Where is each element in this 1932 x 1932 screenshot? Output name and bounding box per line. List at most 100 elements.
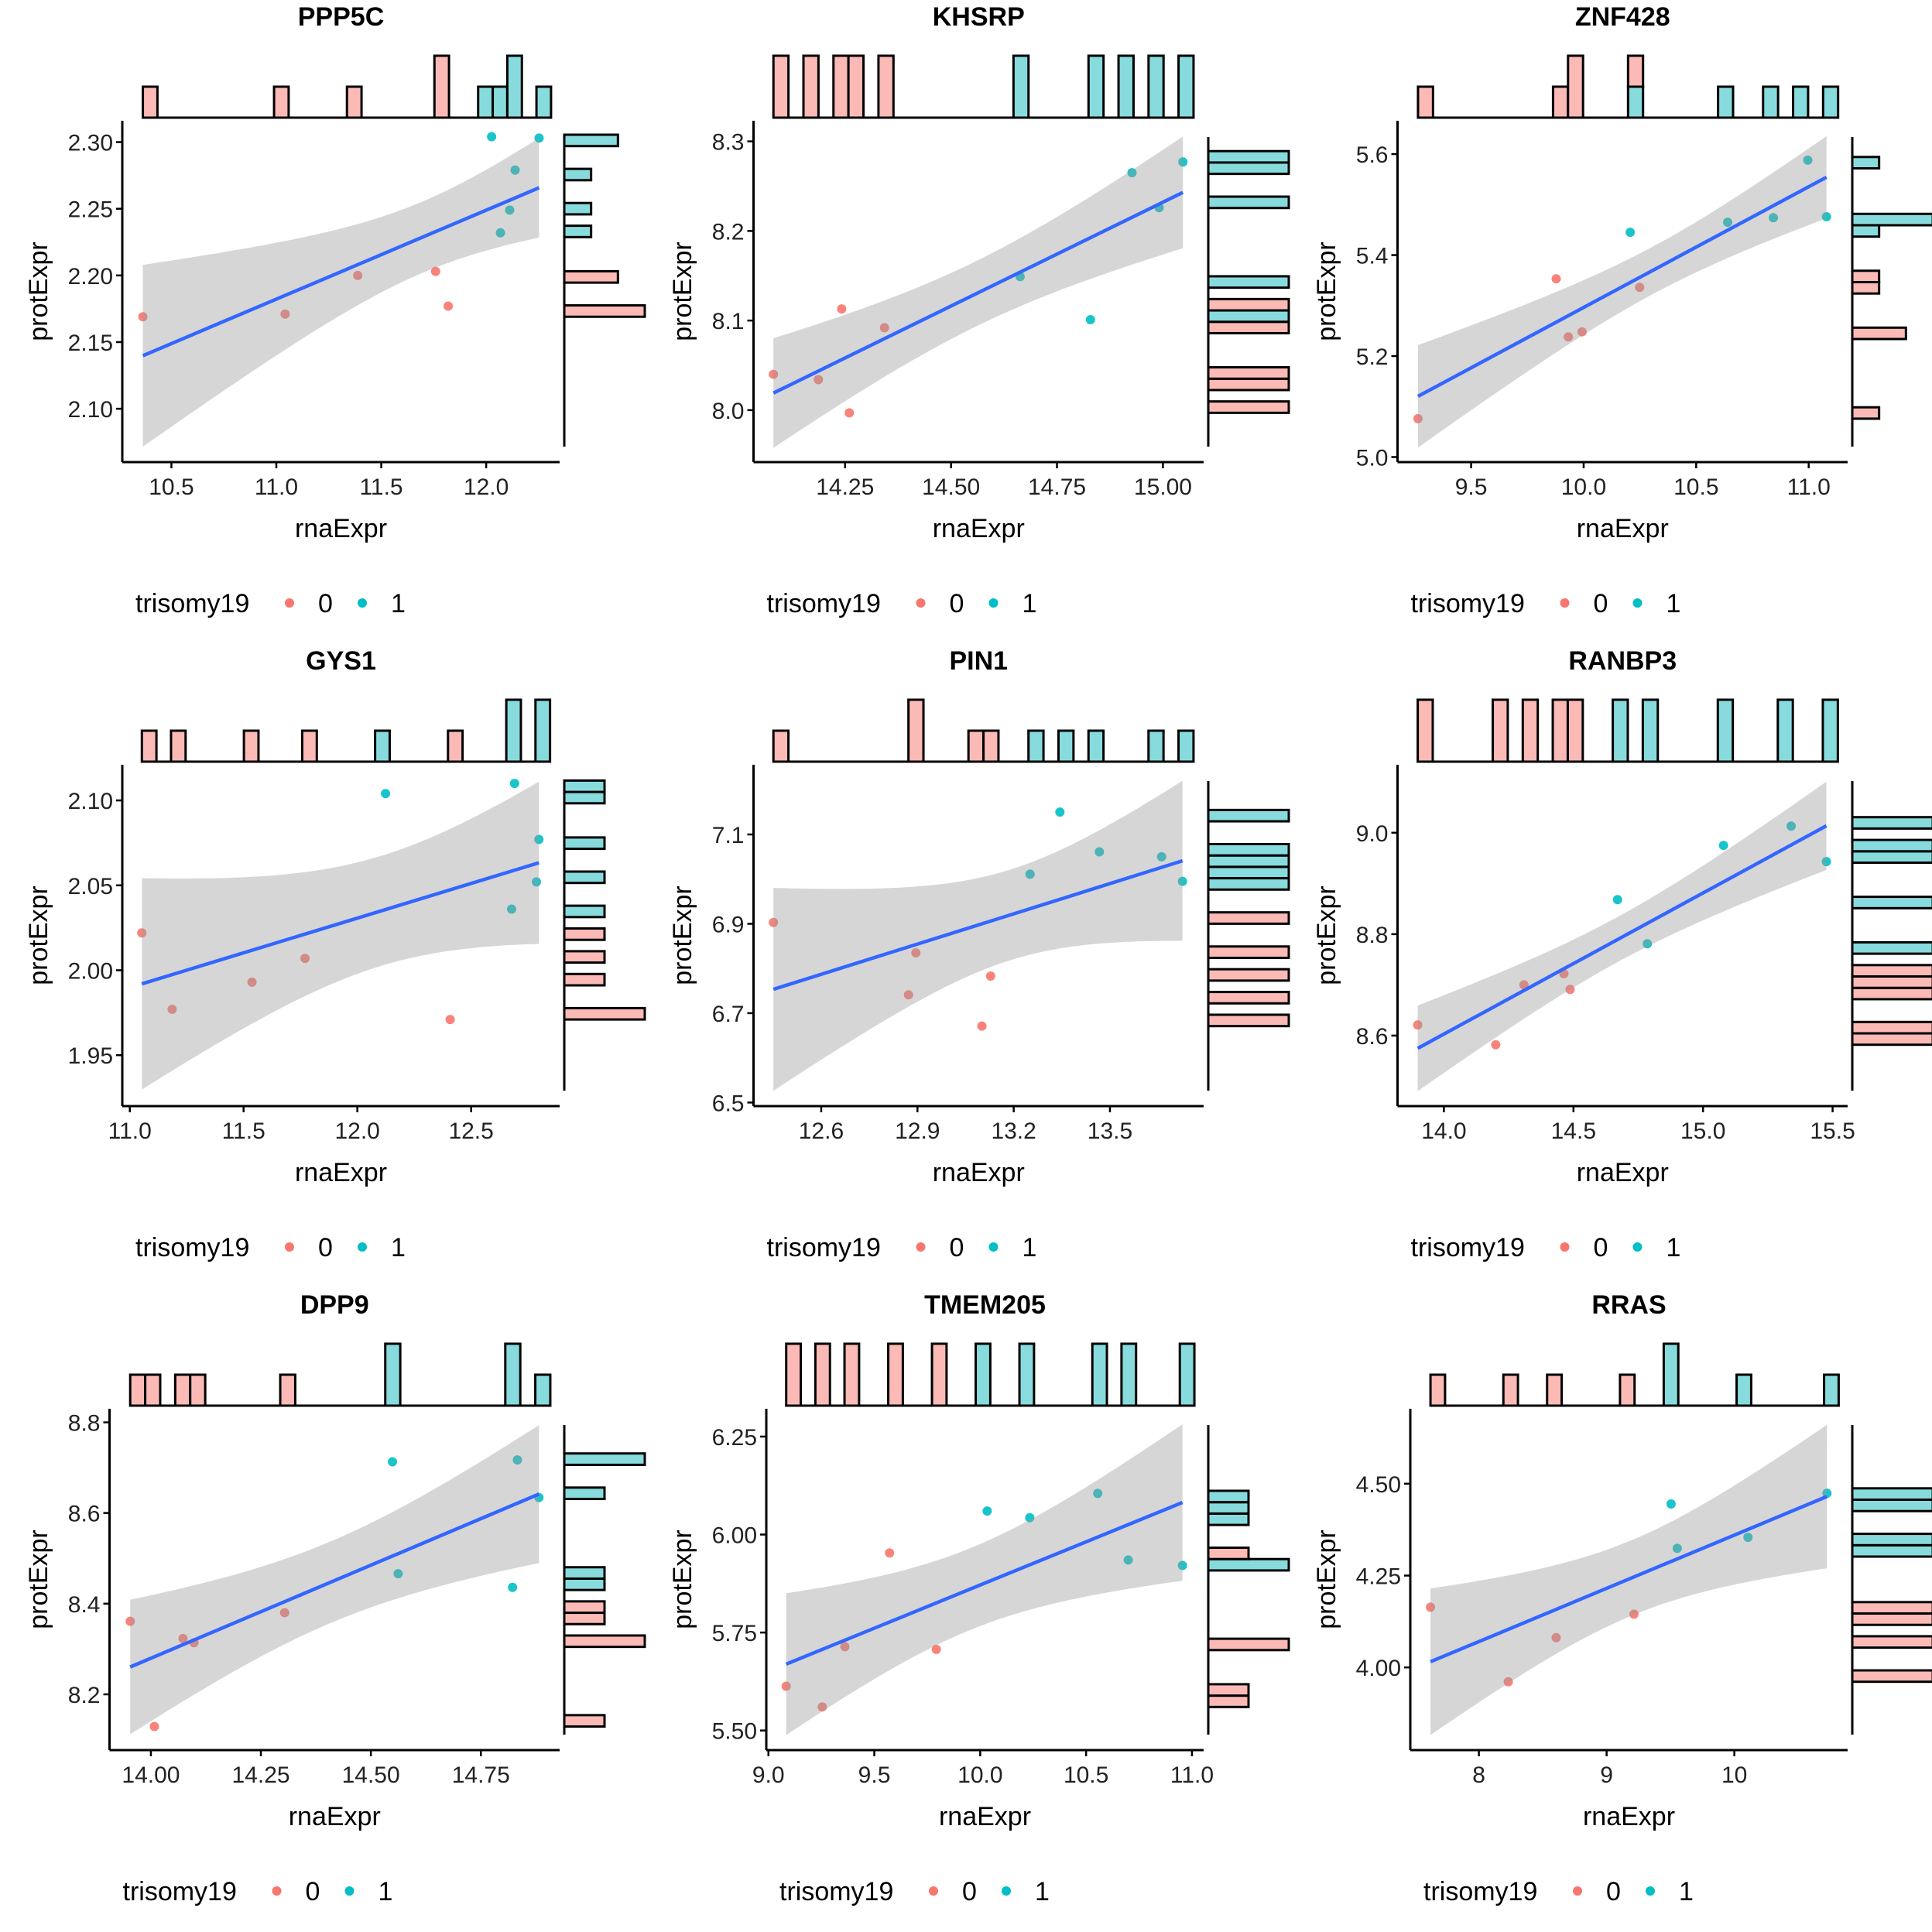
x-tick-label: 14.50 — [922, 474, 980, 500]
y-tick-label: 5.0 — [1356, 445, 1389, 471]
confidence-band — [773, 780, 1183, 1091]
top-hist-bar — [1429, 1373, 1447, 1407]
top-hist-bar — [1178, 1342, 1196, 1407]
top-hist-bar — [802, 54, 820, 119]
right-hist-bar — [1207, 297, 1290, 312]
panel-title: GYS1 — [306, 646, 376, 676]
legend-key-1-icon — [1632, 598, 1643, 608]
right-hist-bar — [1851, 406, 1881, 420]
x-tick-label: 15.00 — [1134, 474, 1192, 500]
y-tick-label: 5.6 — [1356, 142, 1389, 168]
data-point-group-1 — [487, 132, 497, 142]
top-hist-bar — [930, 1342, 948, 1407]
top-hist-bar — [1792, 85, 1810, 119]
top-hist-bar — [847, 54, 865, 119]
data-point-group-1 — [509, 779, 519, 789]
top-hist-bar — [1546, 1373, 1564, 1407]
legend-title: trisomy19 — [779, 1877, 893, 1906]
panel-ppp5c: PPP5C 10.5 11.0 11.5 12.0 2.10 2.15 2.20 2.25 2.3… — [24, 2, 646, 618]
top-hist-bar — [1120, 1342, 1138, 1407]
x-tick-label: 12.0 — [464, 474, 509, 500]
top-hist-bar — [967, 729, 985, 763]
right-hist-bar — [1207, 1547, 1250, 1560]
top-hist-bar — [1735, 1373, 1752, 1407]
top-hist-bar — [1502, 1373, 1519, 1407]
x-tick-label: 13.5 — [1088, 1118, 1132, 1144]
right-hist-bar — [1851, 269, 1881, 283]
data-point-group-1 — [1093, 1488, 1103, 1499]
data-point-group-1 — [1123, 1555, 1133, 1565]
data-point-group-0 — [1413, 1020, 1423, 1030]
x-tick-label: 11.0 — [1170, 1762, 1214, 1788]
legend-key-0-icon — [285, 1242, 294, 1252]
data-point-group-1 — [1085, 314, 1095, 324]
x-tick-label: 10 — [1721, 1762, 1747, 1788]
legend: trisomy19 0 1 — [135, 589, 406, 618]
right-hist-bar — [1207, 1683, 1250, 1697]
y-tick-label: 8.4 — [68, 1592, 101, 1618]
right-hist-bar — [563, 927, 606, 941]
y-tick-label: 2.10 — [68, 397, 113, 423]
right-hist-bar — [1207, 842, 1290, 857]
right-hist-bar — [1851, 212, 1932, 227]
right-hist-bar — [1851, 1487, 1932, 1502]
y-tick-label: 2.25 — [68, 197, 113, 223]
panel-title: KHSRP — [933, 2, 1025, 32]
y-tick-label: 6.9 — [712, 912, 745, 937]
top-hist-bar — [1662, 1342, 1680, 1407]
legend-label-1: 1 — [1035, 1877, 1050, 1906]
y-axis-title: protExpr — [1312, 886, 1341, 985]
top-hist-bar — [504, 1342, 522, 1407]
data-point-group-0 — [844, 408, 855, 418]
y-tick-label: 2.10 — [68, 789, 113, 814]
data-point-group-0 — [1635, 283, 1645, 293]
top-hist-bar — [128, 1373, 147, 1407]
right-hist-bar — [563, 224, 593, 238]
x-tick-label: 10.5 — [1064, 1762, 1108, 1788]
top-hist-bar — [1551, 85, 1570, 119]
data-point-group-1 — [508, 1582, 518, 1592]
panel-pin1: PIN1 12.6 12.9 13.2 13.5 6.5 6.7 6.9 7.1 rnaExpr p… — [668, 646, 1290, 1262]
x-axis-title: rnaExpr — [1583, 1802, 1675, 1831]
top-hist-bar — [1147, 729, 1165, 763]
data-point-group-1 — [381, 789, 391, 799]
x-axis-title: rnaExpr — [295, 514, 387, 543]
right-hist-bar — [1851, 1020, 1932, 1035]
top-hist-bar — [772, 54, 790, 119]
top-hist-bar — [1626, 54, 1645, 88]
right-hist-bar — [563, 950, 606, 964]
panel-khsrp: KHSRP 14.25 14.50 14.75 15.00 8.0 8.1 8.2 8.3 rna… — [668, 2, 1290, 618]
data-point-group-0 — [1565, 985, 1575, 995]
right-hist-bar — [1851, 1499, 1932, 1512]
regression-line — [129, 1492, 540, 1669]
data-point-group-1 — [1821, 211, 1831, 221]
top-hist-bar — [877, 54, 895, 119]
top-hist-bar — [1521, 698, 1540, 763]
data-point-group-1 — [1769, 213, 1779, 223]
legend-key-1-icon — [1646, 1886, 1655, 1896]
right-hist-bar — [563, 1634, 646, 1649]
top-hist-bar — [142, 85, 159, 119]
legend: trisomy19 0 1 — [779, 1877, 1050, 1906]
top-hist-bar — [1641, 698, 1660, 763]
x-axis-title: rnaExpr — [933, 1158, 1025, 1187]
legend-key-1-icon — [358, 598, 367, 608]
legend-key-0-icon — [1560, 1242, 1570, 1252]
legend-label-0: 0 — [1594, 589, 1608, 618]
data-point-group-1 — [510, 165, 520, 175]
legend-key-0-icon — [272, 1886, 282, 1896]
right-hist-bar — [563, 1486, 606, 1501]
legend: trisomy19 0 1 — [767, 1233, 1037, 1262]
y-tick-label: 4.00 — [1356, 1656, 1401, 1681]
legend: trisomy19 0 1 — [135, 1233, 406, 1262]
y-tick-label: 1.95 — [68, 1043, 113, 1069]
top-hist-bar — [477, 85, 495, 119]
top-hist-bar — [173, 1373, 192, 1407]
right-hist-bar — [1851, 326, 1907, 341]
legend-title: trisomy19 — [123, 1877, 237, 1906]
x-tick-label: 15.0 — [1680, 1118, 1725, 1144]
y-tick-label: 6.7 — [712, 1002, 745, 1027]
right-hist-bar — [563, 167, 593, 182]
regression-line — [142, 186, 540, 358]
panel-title: TMEM205 — [924, 1290, 1046, 1320]
